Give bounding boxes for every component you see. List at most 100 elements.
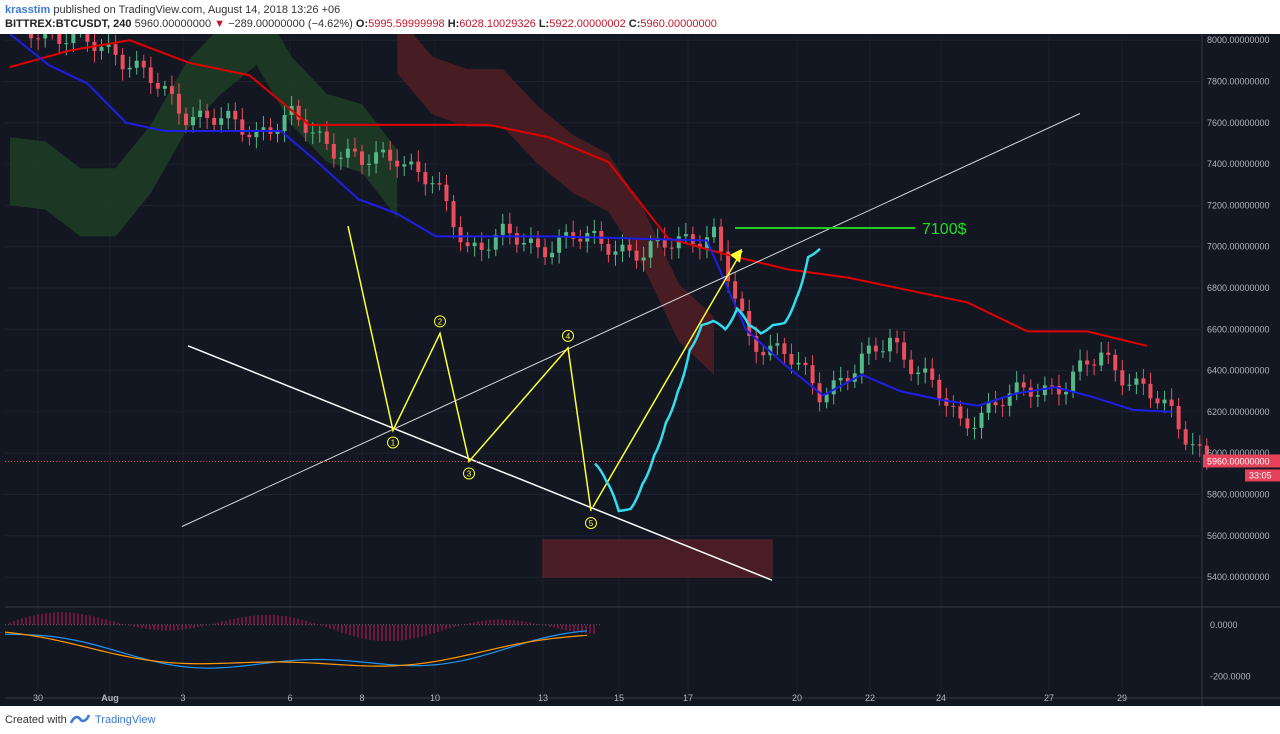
support-zone-rect <box>542 539 773 578</box>
candle-body <box>895 337 900 343</box>
countdown-tag <box>1245 469 1280 482</box>
candle-body <box>303 119 308 133</box>
candle-body <box>1064 392 1068 395</box>
wave-label: 1 <box>391 438 396 447</box>
candle-body <box>191 116 196 126</box>
candle-body <box>388 149 393 161</box>
candle-body <box>571 232 576 239</box>
symbol-label: BITTREX:BTCUSDT, 240 <box>5 18 132 30</box>
macd-y-tick-label: -200.0000 <box>1210 671 1251 681</box>
candle-body <box>951 405 956 407</box>
candle-body <box>444 184 449 202</box>
candle-body <box>85 34 90 42</box>
annotations: 1 2 3 4 5 7100$ <box>5 113 1200 581</box>
candle-body <box>909 359 914 375</box>
candle-body <box>472 242 477 247</box>
candle-body <box>1035 395 1040 397</box>
candle-body <box>247 134 252 138</box>
candle-body <box>367 163 372 165</box>
candle-body <box>775 343 780 346</box>
candle-body <box>282 115 287 131</box>
price-chart[interactable]: 1 2 3 4 5 7100$ 8000.00000000 7800.00000000 760… <box>0 34 1280 706</box>
y-tick-label: 5800.00000000 <box>1207 489 1270 499</box>
x-tick-label: 30 <box>33 693 43 703</box>
candle-body <box>184 113 188 126</box>
candle-body <box>733 281 738 299</box>
published-text: published on TradingView.com, August 14,… <box>53 4 341 16</box>
candle-body <box>1183 429 1188 445</box>
y-tick-label: 8000.00000000 <box>1207 35 1270 45</box>
tradingview-brand[interactable]: TradingView <box>95 714 156 726</box>
candle-body <box>979 412 984 428</box>
kijun-sen-line <box>9 39 1148 347</box>
candle-body <box>141 60 146 68</box>
candle-body <box>479 242 484 250</box>
macd-y-tick-label: 0.0000 <box>1210 620 1238 630</box>
candle-body <box>134 60 139 68</box>
candle-body <box>430 183 435 185</box>
candle-body <box>1014 382 1019 394</box>
close-value: 5960.00000000 <box>640 18 717 30</box>
y-tick-label: 5400.00000000 <box>1207 572 1270 582</box>
candle-body <box>1155 398 1160 404</box>
candle-body <box>937 379 942 399</box>
x-tick-label: 17 <box>683 693 693 703</box>
chart-background <box>0 34 1280 706</box>
candle-body <box>486 249 491 251</box>
candle-body <box>29 34 34 39</box>
candle-body <box>592 230 597 234</box>
candle-body <box>395 160 400 167</box>
last-price: 5960.00000000 <box>134 18 212 30</box>
indicator-lines <box>9 34 1172 413</box>
candle-body <box>880 351 885 353</box>
candle-body <box>796 362 801 365</box>
candle-body <box>986 402 991 413</box>
candle-body <box>64 43 69 45</box>
candle-body <box>1106 352 1111 355</box>
candle-body <box>296 105 301 120</box>
candle-body <box>507 223 512 234</box>
author-link[interactable]: krasstim <box>5 4 51 16</box>
candle-body <box>1141 378 1146 384</box>
candle-body <box>500 223 505 235</box>
candle-body <box>451 201 456 228</box>
created-with-label: Created with <box>5 714 67 726</box>
candle-body <box>120 54 125 70</box>
bearish-cloud <box>397 34 714 375</box>
candle-body <box>465 242 470 247</box>
candle-body <box>416 161 421 173</box>
candle-body <box>226 110 231 119</box>
close-label: C: <box>628 18 641 30</box>
candle-body <box>521 242 526 245</box>
chart-header: krasstim published on TradingView.com, A… <box>0 0 1280 34</box>
candle-body <box>402 164 407 167</box>
x-tick-label: 20 <box>792 693 802 703</box>
x-tick-label: 22 <box>865 693 875 703</box>
candle-body <box>381 149 386 153</box>
candle-body <box>888 337 892 352</box>
candle-body <box>1042 385 1047 396</box>
candle-body <box>1197 444 1202 446</box>
candle-body <box>557 237 562 253</box>
y-tick-label: 6800.00000000 <box>1207 283 1270 293</box>
y-tick-label: 7600.00000000 <box>1207 118 1270 128</box>
candle-body <box>712 226 716 238</box>
candle-body <box>1176 405 1181 430</box>
candle-body <box>993 402 998 406</box>
support-zone <box>542 539 773 578</box>
candle-body <box>697 243 702 249</box>
candle-body <box>36 38 41 40</box>
candle-body <box>930 368 935 380</box>
x-tick-label: 24 <box>936 693 946 703</box>
candle-body <box>458 227 463 243</box>
candle-body <box>662 238 667 248</box>
candle-body <box>374 152 379 164</box>
candle-body <box>240 119 245 135</box>
wave-marker <box>562 329 574 342</box>
candle-body <box>99 46 104 52</box>
candle-body <box>155 83 160 89</box>
low-label: L: <box>538 18 550 30</box>
candle-body <box>1169 399 1174 406</box>
symbol-line: BITTREX:BTCUSDT, 240 5960.00000000 ▼ −28… <box>5 18 717 30</box>
candle-body <box>683 234 688 237</box>
